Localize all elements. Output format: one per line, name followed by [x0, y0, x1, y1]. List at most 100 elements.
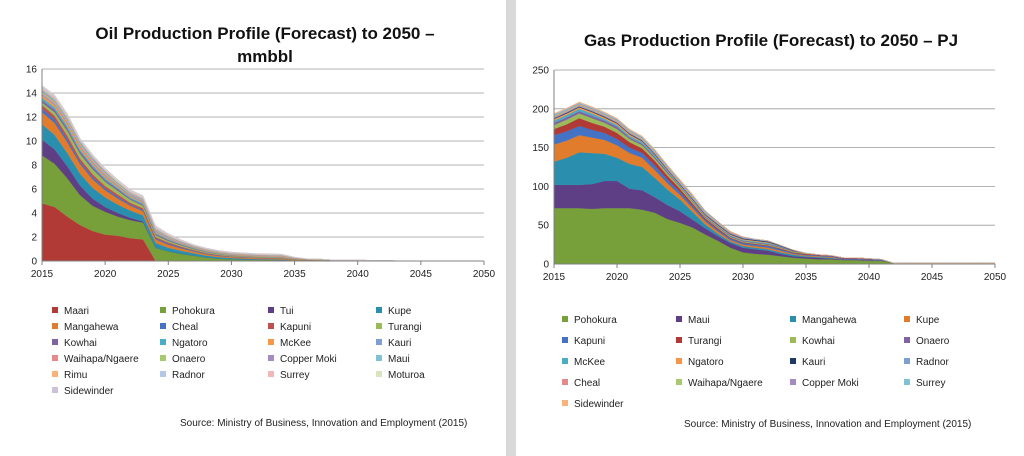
gas-legend-swatch — [562, 400, 568, 407]
gas-legend-swatch — [562, 379, 568, 386]
oil-legend-label: Kapuni — [280, 322, 312, 333]
gas-legend-label: Ngatoro — [688, 357, 724, 368]
oil-legend-label: Maui — [388, 354, 410, 365]
gas-x-tick-label: 2050 — [984, 272, 1007, 283]
oil-legend-label: Ngatoro — [172, 338, 208, 349]
gas-legend-swatch — [676, 337, 682, 344]
oil-legend-swatch — [52, 339, 58, 346]
gas-legend-label: Waihapa/Ngaere — [688, 378, 763, 389]
oil-legend-item: Surrey — [268, 369, 309, 383]
oil-y-tick-label: 8 — [31, 161, 37, 172]
gas-area-sidewinder — [553, 101, 995, 264]
oil-legend-item: Radnor — [160, 369, 205, 383]
gas-legend-item: Sidewinder — [562, 398, 623, 412]
oil-legend-label: Radnor — [172, 370, 205, 381]
gas-legend-label: Kauri — [802, 357, 826, 368]
gas-legend-item: Waihapa/Ngaere — [676, 377, 763, 391]
gas-legend-item: Kowhai — [790, 335, 835, 349]
oil-legend-swatch — [268, 307, 274, 314]
oil-legend-label: Tui — [280, 306, 294, 317]
oil-legend-item: Kowhai — [52, 337, 97, 351]
oil-legend-swatch — [160, 339, 166, 346]
oil-y-tick-label: 4 — [31, 209, 37, 220]
gas-source-note: Source: Ministry of Business, Innovation… — [684, 419, 972, 430]
oil-legend-label: Copper Moki — [280, 354, 337, 365]
oil-legend-item: Moturoa — [376, 369, 425, 383]
gas-legend-item: Ngatoro — [676, 356, 724, 370]
gas-legend-item: Cheal — [562, 377, 600, 391]
gas-legend-item: Turangi — [676, 335, 722, 349]
oil-legend-swatch — [268, 339, 274, 346]
gas-legend-label: Radnor — [916, 357, 949, 368]
oil-legend-item: Waihapa/Ngaere — [52, 353, 139, 367]
oil-y-tick-label: 16 — [26, 65, 38, 76]
oil-legend-label: Rimu — [64, 370, 88, 381]
gas-x-tick-label: 2045 — [921, 272, 944, 283]
gas-legend-swatch — [904, 379, 910, 386]
gas-legend-item: Kapuni — [562, 335, 605, 349]
oil-legend-swatch — [52, 307, 58, 314]
gas-chart-plot: 0 50 100 150 200 250 2015 2020 2025 2030 2035 2040 2… — [532, 66, 1007, 284]
oil-legend-label: Onaero — [172, 354, 206, 365]
oil-y-tick-label: 10 — [26, 137, 38, 148]
oil-legend-swatch — [160, 371, 166, 378]
gas-legend-item: Kupe — [904, 314, 939, 328]
oil-legend-swatch — [160, 307, 166, 314]
gas-legend-swatch — [904, 337, 910, 344]
oil-title-line-1: Oil Production Profile (Forecast) to 205… — [95, 24, 435, 43]
gas-x-tick-label: 2035 — [795, 272, 818, 283]
gas-legend-item: McKee — [562, 356, 605, 370]
oil-legend-swatch — [376, 323, 382, 330]
gas-x-tick-label: 2030 — [732, 272, 755, 283]
oil-legend: Maari Pohokura Tui Kupe Mangahewa Cheal Kapuni… — [52, 305, 492, 415]
oil-chart-title: Oil Production Profile (Forecast) to 205… — [40, 22, 490, 68]
oil-x-tick-label: 2015 — [31, 269, 54, 280]
oil-x-tick-label: 2040 — [347, 269, 370, 280]
gas-area-pohokura — [553, 207, 996, 265]
gas-legend-label: Pohokura — [574, 315, 617, 326]
oil-legend-item: Maari — [52, 305, 89, 319]
oil-legend-label: Maari — [64, 306, 90, 317]
oil-legend-swatch — [160, 355, 166, 362]
oil-legend-label: Kauri — [388, 338, 412, 349]
oil-chart-plot: 0 2 4 6 8 10 12 14 16 2015 2020 2025 2030 2035 2040 204… — [26, 65, 496, 281]
gas-legend-label: McKee — [574, 357, 606, 368]
oil-y-tick-label: 0 — [31, 257, 37, 268]
oil-title-line-2: mmbbl — [237, 47, 293, 66]
gas-legend-item: Onaero — [904, 335, 949, 349]
oil-legend-item: Kapuni — [268, 321, 311, 335]
gas-legend-label: Mangahewa — [802, 315, 857, 326]
oil-legend-swatch — [268, 355, 274, 362]
oil-legend-item: Mangahewa — [52, 321, 118, 335]
gas-legend-swatch — [676, 379, 682, 386]
oil-legend-item: Kupe — [376, 305, 411, 319]
oil-legend-item: Tui — [268, 305, 294, 319]
oil-x-tick-label: 2050 — [473, 269, 496, 280]
oil-legend-item: Sidewinder — [52, 385, 113, 399]
gas-y-tick-label: 0 — [543, 260, 549, 271]
gas-legend-swatch — [790, 379, 796, 386]
oil-legend-swatch — [268, 371, 274, 378]
oil-chart-panel: Oil Production Profile (Forecast) to 205… — [0, 0, 506, 456]
gas-legend-label: Copper Moki — [802, 378, 859, 389]
gas-legend-swatch — [790, 337, 796, 344]
oil-legend-swatch — [268, 323, 274, 330]
gas-legend-label: Turangi — [688, 336, 722, 347]
oil-legend-label: Pohokura — [172, 306, 215, 317]
gas-legend-swatch — [676, 316, 682, 323]
gas-y-tick-label: 100 — [532, 182, 549, 193]
oil-legend-item: McKee — [268, 337, 311, 351]
oil-legend-item: Maui — [376, 353, 410, 367]
gas-legend-item: Mangahewa — [790, 314, 856, 328]
oil-legend-item: Rimu — [52, 369, 87, 383]
gas-legend-swatch — [904, 316, 910, 323]
oil-legend-label: Sidewinder — [64, 386, 114, 397]
oil-x-tick-label: 2035 — [283, 269, 306, 280]
oil-y-tick-label: 12 — [26, 113, 38, 124]
gas-legend-swatch — [562, 337, 568, 344]
oil-legend-label: McKee — [280, 338, 312, 349]
gas-x-tick-label: 2040 — [858, 272, 881, 283]
gas-chart-panel: Gas Production Profile (Forecast) to 205… — [516, 0, 1024, 456]
gas-legend: Pohokura Maui Mangahewa Kupe Kapuni Turangi Ko… — [562, 314, 1012, 414]
oil-legend-swatch — [376, 355, 382, 362]
